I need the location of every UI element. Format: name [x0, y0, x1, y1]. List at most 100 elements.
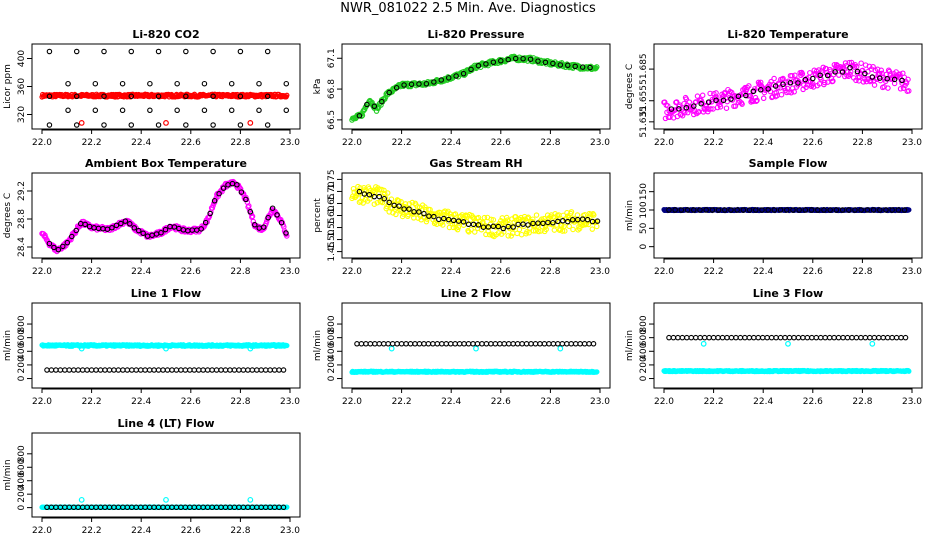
data-point — [686, 99, 693, 105]
cal-point — [757, 87, 764, 93]
cal-point — [367, 341, 374, 347]
cal-point — [813, 334, 820, 341]
cal-point — [82, 221, 88, 228]
cal-point — [137, 367, 144, 373]
y-axis-label: percent — [313, 198, 323, 233]
x-tick-label: 22.4 — [753, 267, 773, 277]
cal-point — [201, 80, 208, 87]
y-tick-label: 800 — [327, 315, 337, 332]
x-tick-label: 22.4 — [131, 397, 151, 407]
data-point — [707, 90, 713, 97]
cal-point — [475, 62, 482, 69]
cal-point — [439, 341, 445, 347]
cal-point — [69, 233, 75, 240]
cal-point — [198, 226, 204, 232]
data-point — [752, 94, 759, 101]
cal-point — [364, 101, 370, 108]
y-tick-label: 200 — [327, 356, 337, 373]
cal-point — [426, 213, 432, 219]
data-point — [824, 79, 831, 85]
chart-title: Li-820 Temperature — [727, 28, 848, 41]
cal-point — [386, 199, 392, 206]
cal-point — [528, 341, 534, 347]
x-tick-label: 23.0 — [902, 397, 922, 407]
y-tick-label: 360 — [17, 78, 27, 95]
cal-point — [703, 207, 709, 213]
cal-point — [258, 367, 264, 373]
cal-point — [128, 48, 135, 55]
data-point — [454, 226, 461, 233]
data-point — [721, 90, 728, 97]
y-tick-label: 51.685 — [639, 53, 649, 85]
data-point — [853, 63, 860, 70]
data-point — [540, 218, 546, 224]
x-tick-label: 23.0 — [280, 267, 300, 277]
chart-panel: Li-820 CO2 22.0 22.2 22.4 22.6 22.8 23.0 320 360… — [3, 28, 301, 148]
x-tick-label: 22.0 — [654, 267, 674, 277]
data-point — [550, 222, 556, 228]
y-axis-label: ml/min — [313, 330, 323, 361]
x-tick-label: 22.4 — [131, 267, 151, 277]
cal-point — [379, 98, 385, 105]
data-point — [771, 75, 777, 82]
cal-point — [765, 86, 771, 92]
y-tick-label: 600 — [639, 329, 649, 346]
cal-point — [403, 341, 409, 347]
data-point — [714, 94, 720, 101]
cal-point — [550, 341, 557, 347]
cal-point — [692, 334, 699, 341]
data-point — [460, 222, 467, 228]
cal-point — [460, 70, 467, 77]
cal-point — [264, 122, 271, 128]
cal-point — [119, 107, 126, 114]
cal-point — [73, 93, 80, 100]
data-point — [508, 233, 514, 239]
cal-point — [565, 218, 571, 225]
x-tick-label: 22.4 — [131, 526, 151, 536]
x-tick-label: 22.0 — [32, 267, 52, 277]
cal-point — [777, 207, 784, 213]
cal-point — [800, 334, 806, 341]
cal-point — [500, 225, 507, 232]
y-tick-label: 400 — [17, 472, 27, 489]
plot-frame — [341, 302, 611, 389]
data-point — [739, 101, 745, 107]
cal-point — [719, 334, 726, 341]
y-tick-label: 100 — [639, 201, 649, 218]
data-point — [897, 86, 904, 92]
data-point — [247, 496, 254, 503]
cal-point — [447, 341, 454, 347]
data-point — [446, 224, 453, 231]
cal-point — [722, 207, 728, 213]
cal-point — [396, 203, 402, 209]
x-tick-label: 22.4 — [753, 138, 773, 148]
y-axis-label: degrees C — [625, 64, 635, 109]
cal-point — [238, 189, 245, 195]
cal-point — [183, 48, 189, 55]
cal-point — [354, 341, 360, 347]
data-point — [799, 71, 806, 77]
y-tick-label: 0 — [639, 375, 649, 381]
data-point — [766, 81, 773, 88]
cal-point — [899, 77, 905, 84]
cal-point — [755, 334, 761, 341]
y-tick-label: 1.75 — [327, 169, 337, 189]
cal-point — [127, 221, 133, 227]
cal-point — [485, 224, 492, 230]
cal-point — [363, 341, 369, 347]
cal-point — [815, 207, 821, 213]
cal-point — [817, 72, 823, 79]
cal-point — [278, 219, 285, 226]
cal-point — [147, 107, 153, 114]
data-point — [723, 105, 730, 111]
y-tick-label: 1.55 — [327, 218, 337, 238]
cal-point — [158, 229, 164, 236]
data-point — [594, 369, 600, 375]
cal-point — [169, 367, 175, 373]
cal-point — [356, 188, 363, 195]
cal-point — [401, 82, 407, 88]
cal-point — [46, 48, 53, 55]
plot-frame — [341, 43, 611, 130]
cal-point — [684, 207, 691, 213]
cal-point — [833, 207, 840, 213]
